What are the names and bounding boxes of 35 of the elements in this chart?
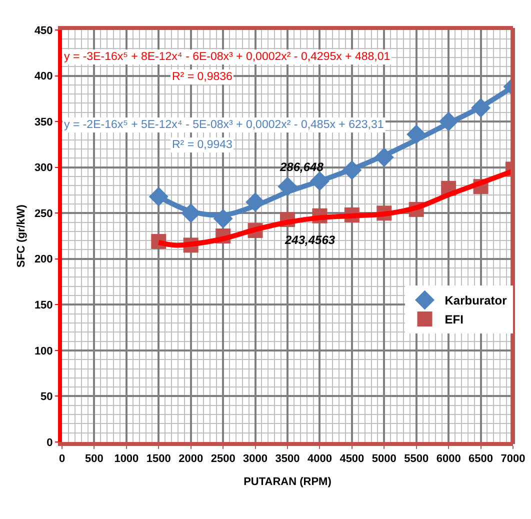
y-tick-label: 300 <box>34 162 53 174</box>
y-tick-label: 150 <box>34 300 53 312</box>
annotation: y = -3E-16x⁵ + 8E-12x⁴ - 6E-08x³ + 0,0002x² - 0,4295x + 488,01 <box>64 51 390 63</box>
legend-label: Karburator <box>444 294 508 308</box>
y-tick-label: 50 <box>40 391 53 404</box>
x-tick-label: 4500 <box>340 453 364 466</box>
x-tick-label: 6000 <box>436 453 461 466</box>
annotation: 243,4563 <box>284 233 336 247</box>
y-tick-label: 250 <box>34 208 53 220</box>
y-tick-label: 100 <box>34 345 53 358</box>
x-tick-label: 2500 <box>210 453 236 466</box>
x-tick-label: 5000 <box>372 453 396 466</box>
y-axis-title: SFC (gr/kW) <box>16 204 28 268</box>
annotation: R² = 0,9836 <box>172 71 232 83</box>
annotation: y = -2E-16x⁵ + 5E-12x⁴ - 5E-08x³ + 0,0002x² - 0,485x + 623,31 <box>64 119 384 131</box>
x-tick-label: 1500 <box>146 453 171 466</box>
x-tick-label: 3000 <box>243 453 268 466</box>
x-tick-label: 4000 <box>307 453 332 466</box>
x-tick-label: 2000 <box>178 453 204 466</box>
y-tick-label: 0 <box>46 436 53 449</box>
y-tick-label: 200 <box>34 254 53 266</box>
annotation: 286,648 <box>279 160 324 174</box>
x-tick-label: 500 <box>85 453 104 466</box>
x-tick-label: 6500 <box>468 453 494 466</box>
legend-label: EFI <box>444 312 464 327</box>
x-axis-title: PUTARAN (RPM) <box>244 476 332 488</box>
y-tick-label: 400 <box>34 70 53 83</box>
x-tick-label: 0 <box>58 453 66 466</box>
x-tick-label: 7000 <box>500 453 526 466</box>
x-tick-label: 5500 <box>404 453 429 466</box>
x-tick-label: 1000 <box>114 453 139 466</box>
annotation: R² = 0,9943 <box>172 139 232 151</box>
x-tick-label: 3500 <box>275 453 300 466</box>
y-tick-label: 450 <box>34 24 53 37</box>
y-tick-label: 350 <box>34 116 53 128</box>
